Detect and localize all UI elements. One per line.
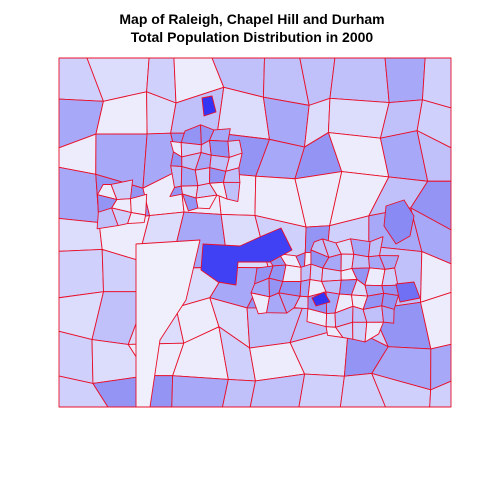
title-line: Map of Raleigh, Chapel Hill and Durham: [119, 11, 384, 27]
tract: [325, 312, 337, 328]
tract: [58, 330, 94, 384]
tract: [327, 97, 390, 139]
tract: [58, 166, 100, 223]
tract: [127, 212, 147, 224]
tract: [58, 217, 103, 252]
tract: [298, 373, 345, 408]
tract: [364, 321, 384, 343]
tract: [381, 305, 395, 324]
tract: [135, 239, 201, 408]
tract: [395, 281, 421, 303]
tract: [222, 378, 256, 408]
tract: [195, 194, 218, 210]
tract: [201, 95, 217, 117]
highlight-tracts: [135, 95, 421, 408]
tract: [352, 321, 368, 343]
tract: [351, 253, 370, 269]
tract: [58, 249, 104, 299]
tract: [383, 199, 415, 245]
tract: [311, 291, 331, 307]
title-line: Total Population Distribution in 2000: [131, 29, 374, 45]
tract: [200, 227, 293, 286]
tract: [223, 181, 241, 202]
tract: [171, 375, 229, 408]
tract: [422, 57, 452, 109]
tract: [194, 167, 211, 187]
tract: [384, 57, 426, 103]
tract: [300, 263, 312, 282]
tract: [381, 267, 399, 287]
map: [58, 57, 452, 408]
tract: [282, 264, 302, 282]
tract: [329, 57, 390, 103]
tract: [429, 380, 452, 408]
